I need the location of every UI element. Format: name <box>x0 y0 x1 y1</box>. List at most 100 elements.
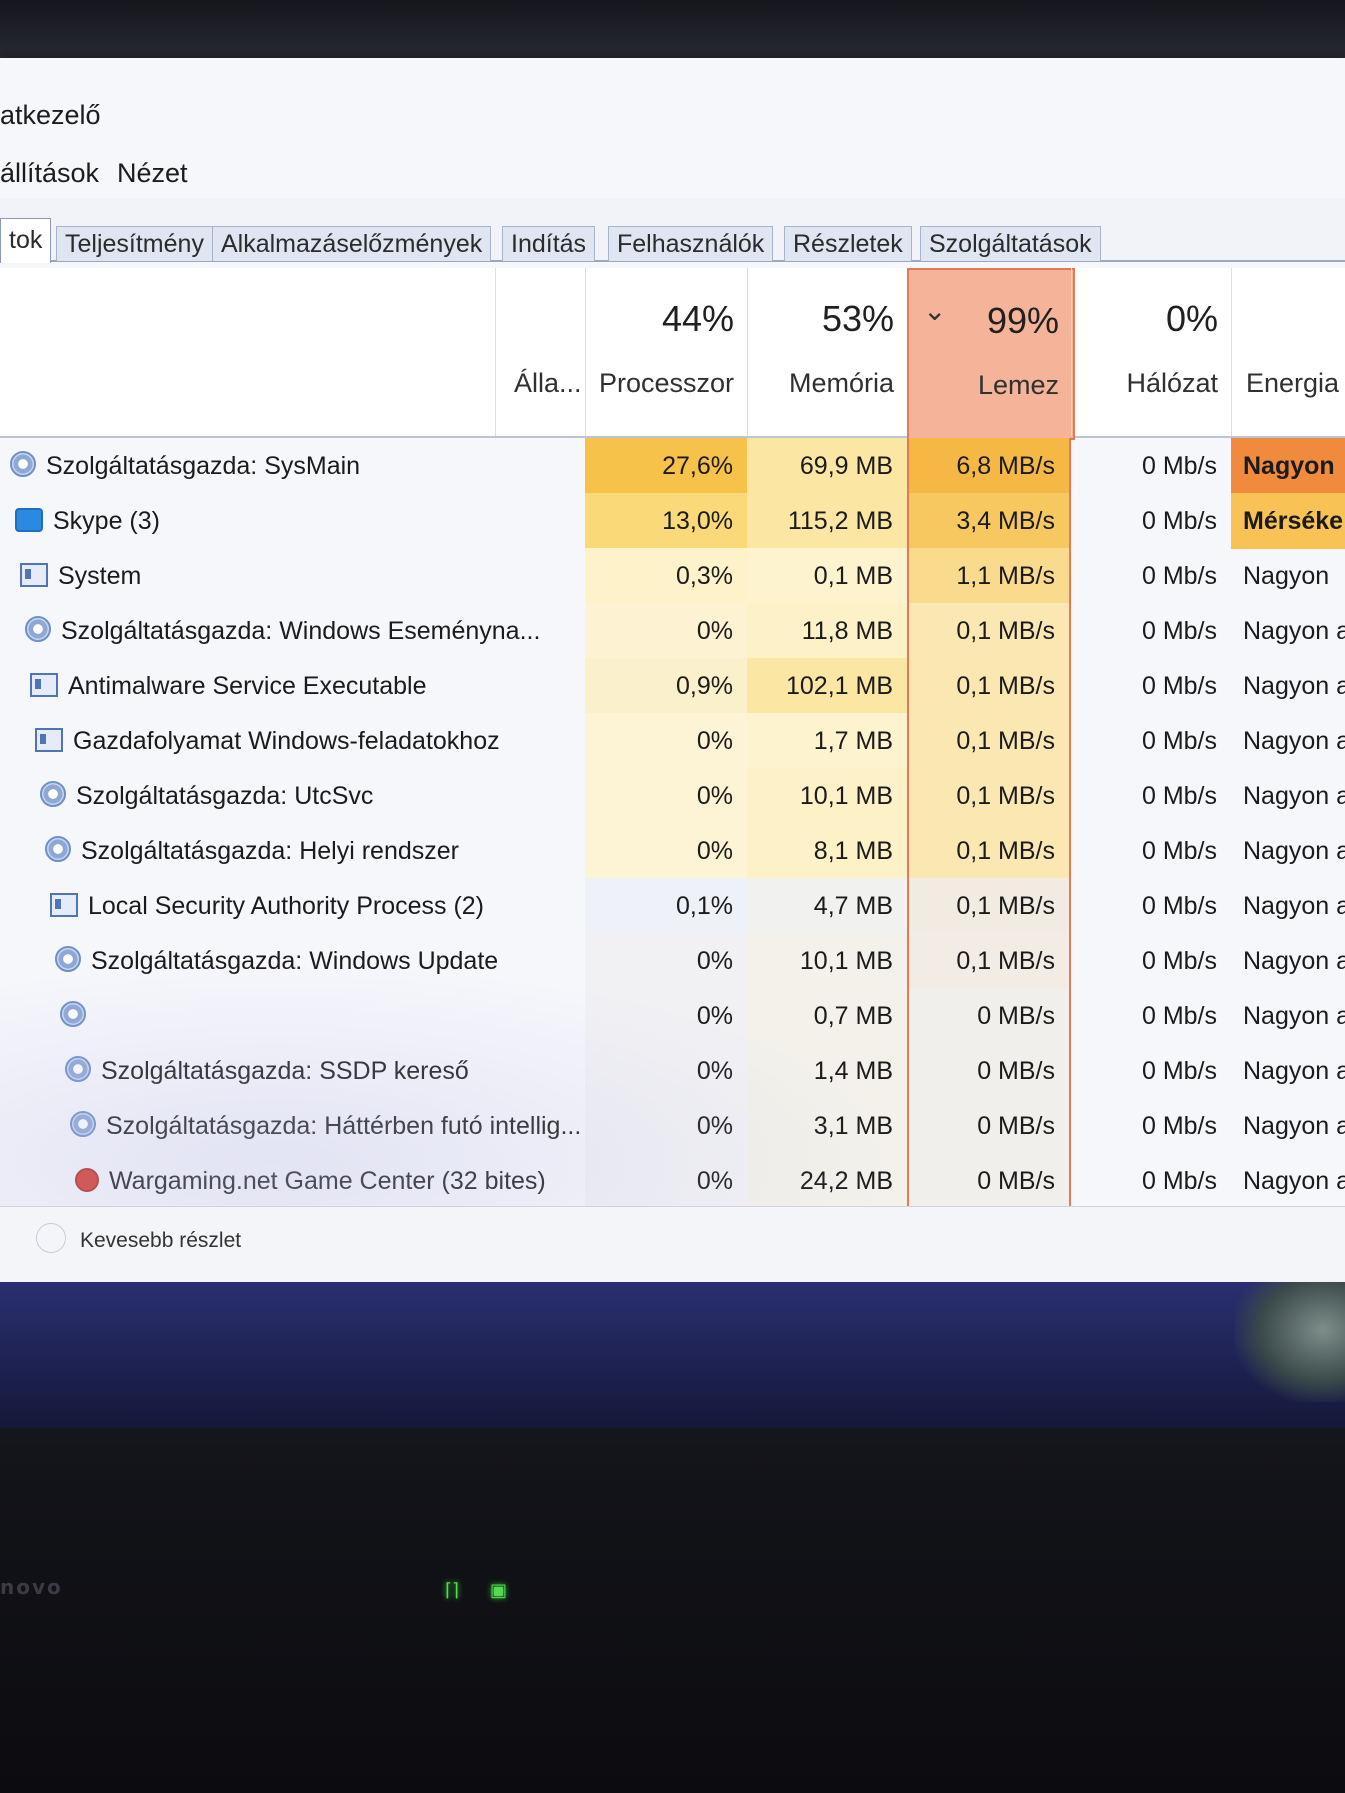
laptop-brand-logo: novo <box>0 1575 63 1599</box>
column-memory[interactable]: 53% Memória <box>747 268 908 436</box>
process-name-text: Szolgáltatásgazda: Windows Eseményna... <box>61 617 541 645</box>
table-row[interactable]: Gazdafolyamat Windows-feladatokhoz 0% 1,7 … <box>0 713 1345 769</box>
process-name-text: Wargaming.net Game Center (32 bites) <box>109 1167 546 1195</box>
tab-details[interactable]: Részletek <box>784 226 912 261</box>
process-disk: 3,4 MB/s <box>907 493 1071 549</box>
process-energy: Nagyon ala <box>1243 1002 1345 1030</box>
process-energy: Nagyon a <box>1243 617 1345 645</box>
table-row[interactable]: Szolgáltatásgazda: Háttérben futó intell… <box>0 1098 1345 1154</box>
tab-strip: tok Teljesítmény Alkalmazáselőzmények In… <box>0 198 1345 263</box>
table-row[interactable]: System 0,3% 0,1 MB 1,1 MB/s 0 Mb/s Nagyon <box>0 548 1345 604</box>
process-energy: Nagyon <box>1231 438 1345 494</box>
process-disk: 0,1 MB/s <box>907 658 1071 714</box>
process-cpu: 27,6% <box>585 438 747 494</box>
column-network[interactable]: 0% Hálózat <box>1071 268 1232 436</box>
process-disk: 0 MB/s <box>907 988 1071 1044</box>
service-gear-icon <box>65 1056 91 1082</box>
service-gear-icon <box>60 1001 86 1027</box>
column-cpu-label: Processzor <box>598 368 734 398</box>
process-network: 0 Mb/s <box>1141 452 1217 480</box>
process-cpu: 0,3% <box>585 548 747 604</box>
process-memory: 10,1 MB <box>747 933 907 989</box>
chevron-up-icon[interactable] <box>36 1223 66 1253</box>
process-name-text: Szolgáltatásgazda: Helyi rendszer <box>81 837 459 865</box>
tab-processes[interactable]: tok <box>0 218 52 263</box>
app-window-icon <box>35 728 63 752</box>
menu-item-settings[interactable]: állítások <box>0 158 100 188</box>
column-disk[interactable]: ⌄ 99% Lemez <box>907 268 1075 440</box>
process-disk: 0,1 MB/s <box>907 768 1071 824</box>
process-cpu: 0% <box>585 988 747 1044</box>
tab-services[interactable]: Szolgáltatások <box>920 226 1101 261</box>
process-network: 0 Mb/s <box>1141 562 1217 590</box>
process-name-text: Local Security Authority Process (2) <box>88 892 484 920</box>
process-name: System <box>10 548 505 604</box>
tab-startup[interactable]: Indítás <box>502 226 596 261</box>
process-memory: 115,2 MB <box>747 493 907 549</box>
column-network-label: Hálózat <box>1126 368 1218 398</box>
process-name: Szolgáltatásgazda: UtcSvc <box>30 768 505 824</box>
table-row[interactable]: Wargaming.net Game Center (32 bites) 0% 24… <box>0 1153 1345 1209</box>
table-row[interactable]: Szolgáltatásgazda: Windows Eseményna... 0… <box>0 603 1345 659</box>
column-cpu[interactable]: 44% Processzor <box>585 268 748 436</box>
table-row[interactable]: Szolgáltatásgazda: Windows Update 0% 10,1 … <box>0 933 1345 989</box>
table-row[interactable]: Szolgáltatásgazda: SysMain 27,6% 69,9 MB 6,… <box>0 438 1345 494</box>
table-row[interactable]: Szolgáltatásgazda: UtcSvc 0% 10,1 MB 0,1 MB… <box>0 768 1345 824</box>
process-network: 0 Mb/s <box>1141 837 1217 865</box>
process-cpu: 0% <box>585 823 747 879</box>
column-disk-label: Lemez <box>977 370 1059 400</box>
process-name-text: Gazdafolyamat Windows-feladatokhoz <box>73 727 500 755</box>
table-row[interactable]: Szolgáltatásgazda: Helyi rendszer 0% 8,1 M… <box>0 823 1345 879</box>
process-network: 0 Mb/s <box>1141 1057 1217 1085</box>
window-title: atkezelő <box>0 100 101 130</box>
service-gear-icon <box>10 451 36 477</box>
process-energy: Nagyon a <box>1243 672 1345 700</box>
process-energy: Nagyon a <box>1243 727 1345 755</box>
process-network: 0 Mb/s <box>1141 782 1217 810</box>
desktop-background <box>0 1282 1345 1428</box>
process-cpu: 0% <box>585 1098 747 1154</box>
process-name: Szolgáltatásgazda: Windows Update <box>45 933 505 989</box>
process-disk: 6,8 MB/s <box>907 438 1071 494</box>
process-memory: 69,9 MB <box>747 438 907 494</box>
process-memory: 3,1 MB <box>747 1098 907 1154</box>
app-window-icon <box>50 893 78 917</box>
process-cpu: 0% <box>585 768 747 824</box>
column-energy-label: Energia <box>1246 368 1340 398</box>
process-memory: 1,7 MB <box>747 713 907 769</box>
service-gear-icon <box>25 616 51 642</box>
process-name: Gazdafolyamat Windows-feladatokhoz <box>25 713 505 769</box>
process-network: 0 Mb/s <box>1141 617 1217 645</box>
service-gear-icon <box>55 946 81 972</box>
process-memory: 24,2 MB <box>747 1153 907 1209</box>
process-energy: Nagyon alac <box>1243 1167 1345 1195</box>
tab-performance[interactable]: Teljesítmény <box>56 226 213 261</box>
service-gear-icon <box>40 781 66 807</box>
fewer-details-link[interactable]: Kevesebb részlet <box>80 1229 242 1252</box>
process-name: Szolgáltatásgazda: SSDP kereső <box>55 1043 505 1099</box>
column-status[interactable]: Álla... <box>495 268 586 436</box>
process-cpu: 0% <box>585 713 747 769</box>
menu-item-view[interactable]: Nézet <box>117 158 188 188</box>
process-energy: Nagyon alac <box>1243 1112 1345 1140</box>
column-energy[interactable]: Energia <box>1231 268 1345 436</box>
process-disk: 0,1 MB/s <box>907 933 1071 989</box>
tab-app-history[interactable]: Alkalmazáselőzmények <box>212 226 492 261</box>
process-disk: 0,1 MB/s <box>907 603 1071 659</box>
table-row[interactable]: Antimalware Service Executable 0,9% 102,1 … <box>0 658 1345 714</box>
table-row[interactable]: Skype (3) 13,0% 115,2 MB 3,4 MB/s 0 Mb/s Mérs… <box>0 493 1345 549</box>
process-name: Antimalware Service Executable <box>20 658 505 714</box>
process-energy: Nagyon ala <box>1243 947 1345 975</box>
table-row[interactable]: Local Security Authority Process (2) 0,1%… <box>0 878 1345 934</box>
wifi-led-icon: ⌈⌉ <box>445 1580 460 1600</box>
process-cpu: 0,9% <box>585 658 747 714</box>
process-disk: 0,1 MB/s <box>907 713 1071 769</box>
process-network: 0 Mb/s <box>1141 507 1217 535</box>
table-row[interactable]: 0%0,7 MB0 MB/s 0 Mb/s Nagyon ala <box>0 988 1345 1044</box>
process-name: Szolgáltatásgazda: Háttérben futó intell… <box>60 1098 581 1154</box>
process-cpu: 0% <box>585 1153 747 1209</box>
process-energy: Nagyon al <box>1243 782 1345 810</box>
tab-users[interactable]: Felhasználók <box>608 226 774 261</box>
table-row[interactable]: Szolgáltatásgazda: SSDP kereső 0% 1,4 MB 0 … <box>0 1043 1345 1099</box>
process-cpu: 0% <box>585 1043 747 1099</box>
